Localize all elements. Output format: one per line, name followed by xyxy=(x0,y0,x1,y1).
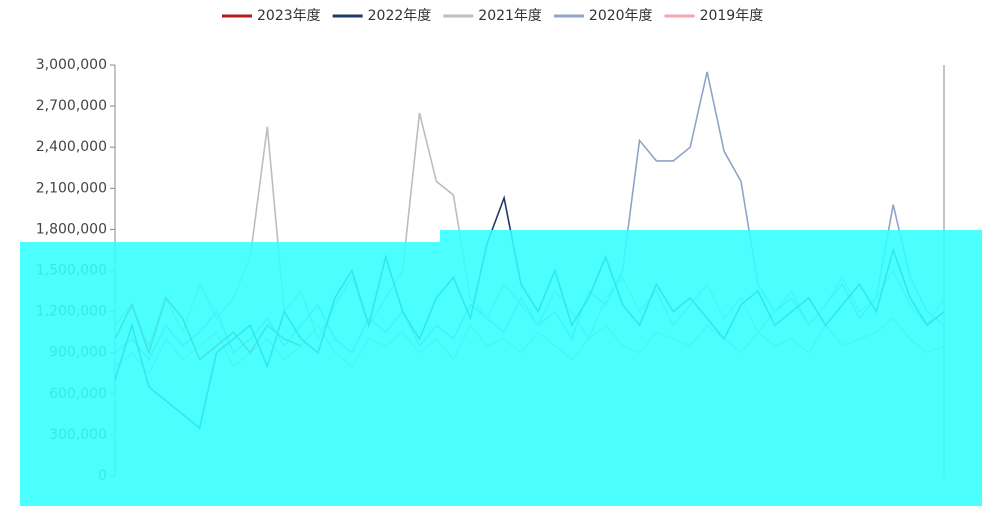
legend-label: 2019年度 xyxy=(700,8,764,24)
y-tick-label: 3,000,000 xyxy=(36,57,107,73)
legend: 2023年度 2022年度 2021年度 2020年度 2019年度 xyxy=(222,8,763,24)
y-tick-label: 2,700,000 xyxy=(36,98,107,114)
overlay xyxy=(20,242,440,506)
y-tick-label: 1,800,000 xyxy=(36,221,107,237)
y-tick-label: 2,100,000 xyxy=(36,180,107,196)
legend-label: 2021年度 xyxy=(478,8,542,24)
legend-label: 2020年度 xyxy=(589,8,653,24)
legend-label: 2022年度 xyxy=(368,8,432,24)
legend-label: 2023年度 xyxy=(257,8,321,24)
overlay xyxy=(440,230,982,506)
y-tick-label: 2,400,000 xyxy=(36,139,107,155)
